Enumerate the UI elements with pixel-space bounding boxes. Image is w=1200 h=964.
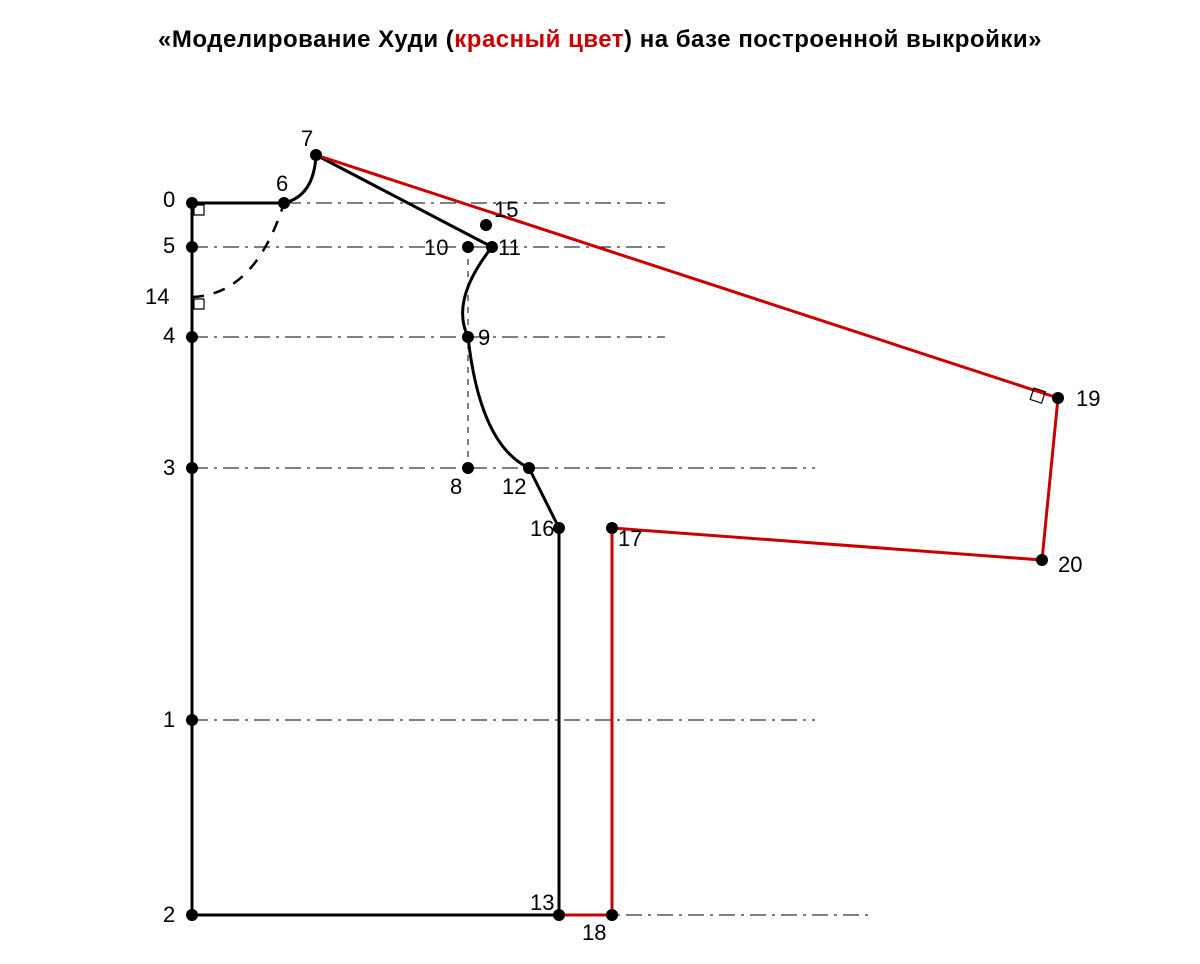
point-label: 10 [424, 235, 448, 260]
point-marker [186, 241, 198, 253]
point-label: 17 [618, 526, 642, 551]
right-angle-marker [194, 299, 204, 309]
point-label: 13 [530, 890, 554, 915]
point-label: 2 [163, 902, 175, 927]
point-label: 18 [582, 920, 606, 945]
red-line [1042, 398, 1058, 560]
point-label: 4 [163, 323, 175, 348]
point-label: 0 [163, 187, 175, 212]
point-label: 8 [450, 474, 462, 499]
point-label: 12 [502, 474, 526, 499]
point-marker [523, 462, 535, 474]
point-marker [553, 522, 565, 534]
point-label: 14 [145, 284, 169, 309]
point-marker [606, 909, 618, 921]
point-label: 19 [1076, 386, 1100, 411]
point-marker [606, 522, 618, 534]
point-marker [186, 331, 198, 343]
point-marker [186, 909, 198, 921]
base-curve [468, 337, 529, 468]
point-label: 5 [163, 233, 175, 258]
point-label: 3 [163, 455, 175, 480]
point-marker [1036, 554, 1048, 566]
point-marker [186, 714, 198, 726]
red-line [316, 155, 1058, 398]
base-line [316, 155, 492, 247]
point-marker [486, 241, 498, 253]
point-label: 1 [163, 707, 175, 732]
point-marker [1052, 392, 1064, 404]
pattern-diagram: 01234567891011121314151617181920 [0, 0, 1200, 964]
point-marker [278, 197, 290, 209]
point-marker [480, 219, 492, 231]
point-label: 15 [494, 197, 518, 222]
point-marker [462, 331, 474, 343]
page-container: «Моделирование Худи (красный цвет) на ба… [0, 0, 1200, 964]
point-marker [462, 462, 474, 474]
point-label: 7 [301, 126, 313, 151]
point-label: 20 [1058, 552, 1082, 577]
point-marker [553, 909, 565, 921]
point-label: 6 [276, 171, 288, 196]
point-marker [462, 241, 474, 253]
base-curve [463, 247, 492, 337]
red-line [612, 528, 1042, 560]
point-label: 9 [478, 325, 490, 350]
base-curve [284, 155, 316, 203]
dashed-neck-curve [192, 203, 284, 297]
point-marker [186, 197, 198, 209]
point-label: 16 [530, 516, 554, 541]
point-marker [186, 462, 198, 474]
point-label: 11 [498, 235, 521, 260]
